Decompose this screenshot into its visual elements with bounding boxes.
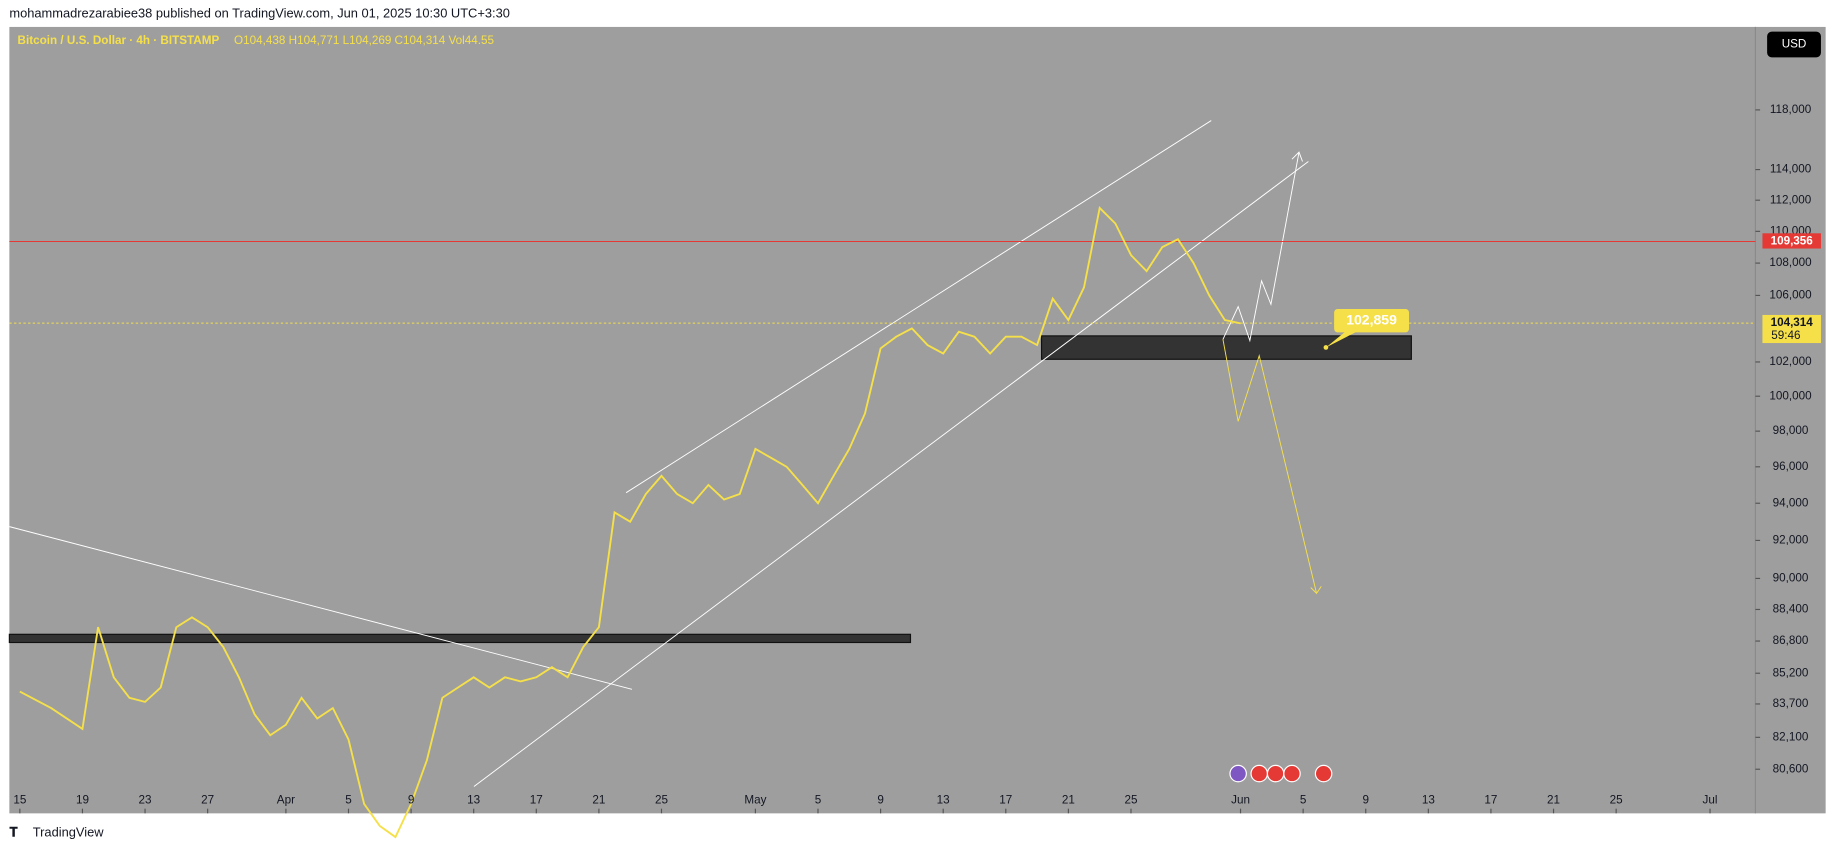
price-tag xyxy=(1762,314,1821,344)
x-tick-label: Apr xyxy=(277,794,295,807)
x-tick-label: 21 xyxy=(1062,794,1075,807)
x-tick-label: 25 xyxy=(1124,794,1138,807)
y-tick-label: 118,000 xyxy=(1770,103,1812,116)
zone-box xyxy=(8,633,912,644)
y-tick-label: 108,000 xyxy=(1769,256,1812,269)
x-tick-label: Jun xyxy=(1231,794,1250,807)
x-tick-label: 5 xyxy=(1300,794,1307,807)
x-tick-label: 13 xyxy=(1422,794,1435,807)
x-tick-label: 25 xyxy=(1610,794,1623,807)
symbol: Bitcoin / U.S. Dollar · 4h · BITSTAMP xyxy=(18,34,220,47)
plot-area xyxy=(9,26,1826,814)
arrow-head xyxy=(1310,586,1322,595)
x-tick-label: 17 xyxy=(530,794,543,807)
channel-line xyxy=(625,120,1212,494)
x-tick-label: 9 xyxy=(877,794,884,807)
usd-button[interactable] xyxy=(1767,31,1821,58)
y-tick-label: 98,000 xyxy=(1773,424,1809,437)
trend-line xyxy=(9,526,633,690)
price-tag xyxy=(1762,233,1821,249)
y-tick-label: 85,200 xyxy=(1773,666,1809,679)
x-tick-label: 15 xyxy=(13,794,27,807)
y-tick-label: 83,700 xyxy=(1773,697,1809,710)
projection xyxy=(1222,152,1300,343)
usd-label[interactable]: USD xyxy=(1782,38,1807,51)
price-tag-label: 104,314 xyxy=(1771,316,1814,329)
y-tick-label: 102,000 xyxy=(1769,355,1812,368)
ohlc: O104,438 H104,771 L104,269 C104,314 Vol4… xyxy=(234,34,494,47)
x-tick-label: 9 xyxy=(408,794,415,807)
y-tick-label: 80,600 xyxy=(1773,762,1809,775)
x-tick-label: 25 xyxy=(655,794,669,807)
channel-line xyxy=(473,161,1309,787)
y-tick-label: 96,000 xyxy=(1773,460,1809,473)
publisher: mohammadrezarabiee38 published on Tradin… xyxy=(9,5,510,20)
y-tick-label: 100,000 xyxy=(1769,389,1812,402)
arrow-head xyxy=(1291,151,1303,162)
x-tick-label: 27 xyxy=(201,794,214,807)
y-tick-label: 86,800 xyxy=(1773,634,1809,647)
x-tick-label: 17 xyxy=(999,794,1012,807)
x-tick-label: 21 xyxy=(592,794,605,807)
x-tick-label: 23 xyxy=(139,794,152,807)
x-tick-label: 19 xyxy=(76,794,89,807)
projection xyxy=(1222,339,1318,594)
price-line xyxy=(19,206,1241,839)
x-tick-label: 13 xyxy=(467,794,480,807)
x-tick-label: 5 xyxy=(345,794,352,807)
footer-logo: 𝐓 xyxy=(9,825,18,840)
x-tick-label: Jul xyxy=(1703,794,1718,807)
y-tick-label: 90,000 xyxy=(1773,572,1809,585)
y-tick-label: 112,000 xyxy=(1770,193,1812,206)
y-tick-label: 92,000 xyxy=(1773,534,1809,547)
footer-brand: TradingView xyxy=(33,825,104,840)
x-tick-label: May xyxy=(744,794,766,807)
x-tick-label: 17 xyxy=(1484,794,1497,807)
price-tag-label: 109,356 xyxy=(1771,235,1814,248)
countdown: 59:46 xyxy=(1771,329,1800,342)
y-tick-label: 94,000 xyxy=(1773,496,1809,509)
annotation-label: 102,859 xyxy=(1346,311,1397,327)
x-tick-label: 9 xyxy=(1362,794,1369,807)
annotation-box xyxy=(1334,308,1410,333)
x-tick-label: 13 xyxy=(937,794,950,807)
y-tick-label: 106,000 xyxy=(1769,289,1812,302)
x-tick-label: 21 xyxy=(1547,794,1560,807)
marks xyxy=(9,206,1756,839)
event-icons xyxy=(1229,764,1333,783)
x-tick-label: 5 xyxy=(815,794,822,807)
y-tick-label: 82,100 xyxy=(1773,730,1809,743)
y-tick-label: 88,400 xyxy=(1773,603,1809,616)
y-tick-label: 114,000 xyxy=(1770,163,1812,176)
